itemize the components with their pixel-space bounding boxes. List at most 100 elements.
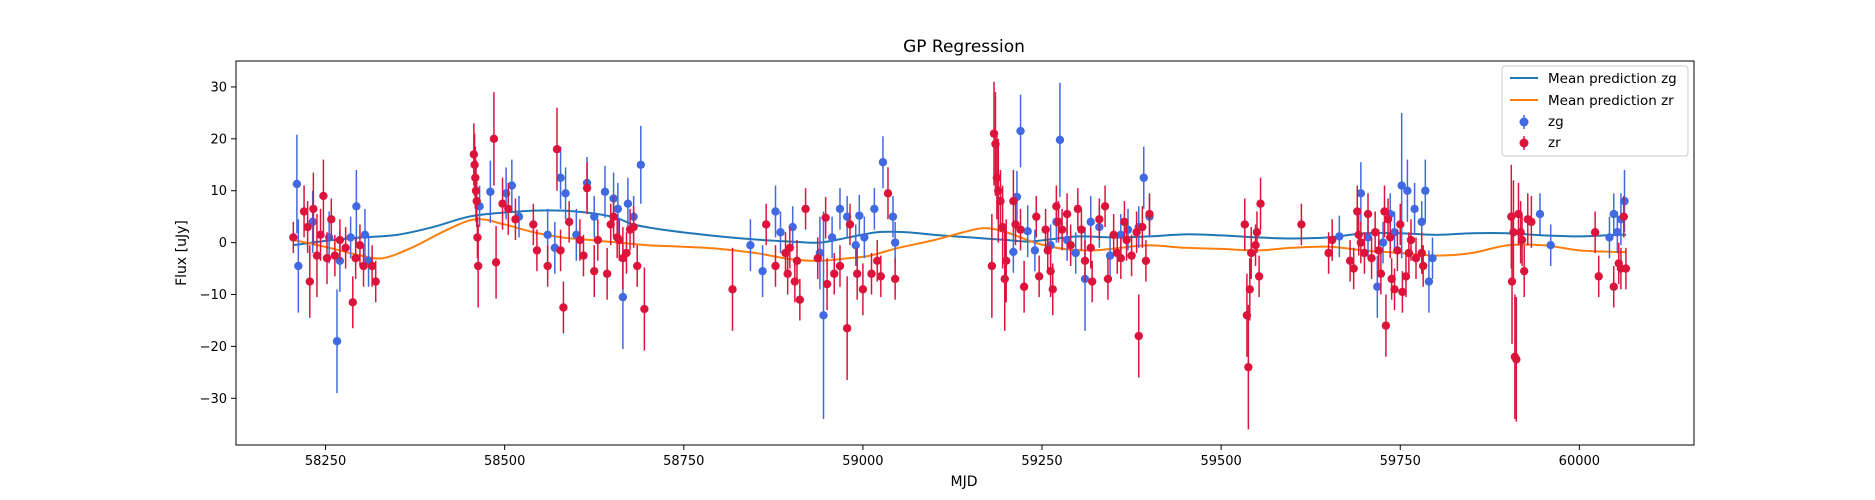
y-tick-label-6: 30 <box>210 80 227 95</box>
point-zr-123 <box>1244 362 1253 372</box>
point-zr-54 <box>728 285 737 294</box>
point-zg-66 <box>1356 189 1366 198</box>
point-zr-148 <box>1387 274 1396 284</box>
point-zr-0 <box>289 233 298 242</box>
point-zr-9 <box>327 215 336 224</box>
point-zr-104 <box>1080 256 1090 265</box>
point-zr-125 <box>1247 248 1256 258</box>
point-zr-11 <box>335 235 345 245</box>
point-zr-38 <box>575 235 585 245</box>
point-zr-152 <box>1398 287 1407 297</box>
legend-swatch-zg <box>1519 115 1529 129</box>
point-zg-69 <box>1378 238 1388 247</box>
point-zg-11 <box>486 187 495 196</box>
point-zr-12 <box>341 243 350 253</box>
y-tick-label-1: −20 <box>200 340 227 355</box>
point-zg-35 <box>819 311 828 320</box>
point-zr-141 <box>1370 228 1380 237</box>
point-zr-154 <box>1404 248 1414 258</box>
point-zr-82 <box>994 186 1003 195</box>
point-zr-98 <box>1054 217 1063 227</box>
point-zr-42 <box>593 235 603 245</box>
point-zr-78 <box>987 261 997 271</box>
point-zr-157 <box>1417 248 1426 258</box>
point-zr-58 <box>783 269 792 278</box>
point-zr-1 <box>299 207 309 216</box>
point-zr-74 <box>873 256 882 265</box>
point-zg-78 <box>1428 253 1437 263</box>
point-zr-139 <box>1363 209 1373 219</box>
point-zr-96 <box>1048 285 1057 294</box>
point-zg-40 <box>855 211 864 220</box>
point-zg-30 <box>758 266 767 276</box>
y-tick-label-5: 20 <box>210 132 227 147</box>
point-zr-25 <box>473 261 483 271</box>
point-zg-42 <box>870 204 879 214</box>
point-zr-118 <box>1138 222 1147 232</box>
point-zr-89 <box>1016 225 1025 234</box>
legend-label-zg: zg <box>1548 114 1564 130</box>
y-tick-label-4: 10 <box>210 184 227 199</box>
point-zr-107 <box>1095 215 1104 224</box>
point-zg-82 <box>1609 209 1618 219</box>
point-zr-52 <box>633 261 642 271</box>
point-zg-74 <box>1410 204 1419 214</box>
point-zr-169 <box>1527 217 1536 227</box>
data-points <box>289 81 1631 430</box>
point-zg-59 <box>1105 251 1115 260</box>
point-zg-41 <box>860 233 869 242</box>
point-zr-121 <box>1240 220 1249 229</box>
point-zr-99 <box>1057 225 1067 234</box>
point-zr-112 <box>1116 253 1126 263</box>
point-zg-67 <box>1363 233 1373 242</box>
point-zr-167 <box>1519 266 1529 276</box>
point-zr-143 <box>1376 269 1386 278</box>
point-zr-114 <box>1122 235 1131 245</box>
point-zr-71 <box>852 269 862 278</box>
point-zg-28 <box>636 160 646 169</box>
point-zr-100 <box>1062 209 1072 219</box>
point-zr-47 <box>615 235 624 245</box>
point-zr-51 <box>629 222 638 232</box>
point-zr-44 <box>606 220 615 229</box>
legend-label-mean-zr: Mean prediction zr <box>1548 93 1674 109</box>
point-zg-3 <box>324 233 334 242</box>
point-zg-29 <box>746 241 755 250</box>
point-zr-4 <box>309 204 318 214</box>
point-zg-17 <box>556 173 565 182</box>
point-zr-94 <box>1043 246 1052 255</box>
point-zg-38 <box>842 212 852 221</box>
point-zr-97 <box>1052 202 1061 211</box>
x-tick-label-0: 58250 <box>305 454 346 469</box>
point-zg-57 <box>1086 217 1095 227</box>
point-zg-46 <box>1009 247 1018 257</box>
point-zr-77 <box>890 274 900 284</box>
y-tick-label-3: 0 <box>219 236 227 251</box>
point-zr-26 <box>489 134 499 144</box>
point-zr-153 <box>1401 272 1411 281</box>
point-zr-91 <box>1032 212 1041 221</box>
point-zr-86 <box>1001 256 1011 265</box>
point-zg-31 <box>771 207 780 216</box>
point-zr-108 <box>1100 202 1110 211</box>
point-zr-32 <box>532 246 542 255</box>
legend-frame <box>1501 65 1689 157</box>
point-zg-7 <box>352 202 361 211</box>
y-axis-label: Flux [uJy] <box>174 220 190 286</box>
point-zr-115 <box>1127 251 1136 260</box>
point-zg-6 <box>346 233 355 242</box>
point-zr-15 <box>355 241 365 250</box>
point-zg-79 <box>1535 209 1545 219</box>
point-zr-27 <box>491 258 501 267</box>
y-axis-ticks: −30 −20 −10 0 10 20 30 <box>200 80 236 407</box>
legend: Mean prediction zg Mean prediction zr zg… <box>1501 65 1689 157</box>
point-zr-35 <box>556 246 565 255</box>
point-zr-102 <box>1073 204 1083 214</box>
point-zr-142 <box>1374 246 1383 255</box>
point-zr-165 <box>1516 228 1525 237</box>
point-zr-128 <box>1254 272 1264 281</box>
point-zr-49 <box>622 248 631 258</box>
point-zr-39 <box>579 251 588 260</box>
point-zg-48 <box>1016 126 1025 136</box>
point-zg-22 <box>600 187 610 196</box>
